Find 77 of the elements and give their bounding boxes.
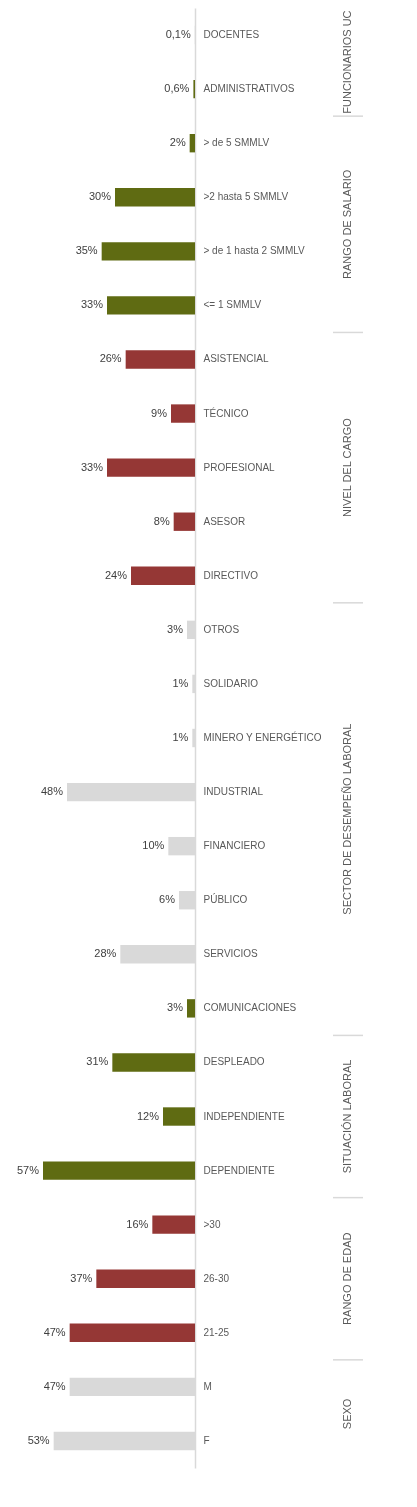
- bar: [173, 512, 195, 531]
- y-tick-label: INDUSTRIAL: [203, 786, 264, 798]
- data-label: 26%: [99, 352, 122, 365]
- data-label: 57%: [16, 1163, 40, 1176]
- data-label: 28%: [94, 947, 117, 960]
- y-tick-label: 21-25: [203, 1326, 230, 1338]
- y-tick-label: COMUNICACIONES: [203, 1002, 297, 1014]
- bar: [96, 1269, 195, 1288]
- data-label: 9%: [151, 406, 168, 419]
- y-tick-label: INDEPENDIENTE: [203, 1110, 285, 1122]
- y-tick-label: M: [203, 1380, 212, 1392]
- y-tick-label: ADMINISTRATIVOS: [203, 83, 295, 95]
- y-tick-label: F: [203, 1434, 210, 1446]
- y-tick-label: 26-30: [203, 1272, 230, 1284]
- bar: [112, 1053, 195, 1072]
- data-label: 1%: [172, 731, 189, 743]
- data-label: 12%: [136, 1109, 160, 1122]
- y-tick-label: ASISTENCIAL: [203, 353, 269, 365]
- bar: [125, 350, 195, 369]
- data-label: 2%: [169, 136, 186, 149]
- y-tick-label: <= 1 SMMLV: [203, 299, 262, 311]
- y-tick-label: DIRECTIVO: [203, 569, 259, 581]
- data-label: 0,6%: [164, 82, 190, 95]
- bar: [152, 1215, 195, 1234]
- data-label: 47%: [43, 1325, 66, 1338]
- data-label: 33%: [80, 298, 104, 311]
- y-tick-label: OTROS: [203, 623, 240, 635]
- y-tick-label: >2 hasta 5 SMMLV: [203, 191, 289, 203]
- data-label: 16%: [126, 1217, 149, 1230]
- data-label: 37%: [70, 1271, 93, 1284]
- data-label: 24%: [104, 568, 128, 581]
- data-label: 33%: [80, 460, 104, 473]
- text: NIVEL DEL CARGO: [341, 417, 353, 518]
- data-label: 3%: [167, 1001, 184, 1014]
- y-tick-label: DOCENTES: [203, 29, 260, 41]
- y-tick-label: ASESOR: [203, 515, 246, 527]
- data-label: 53%: [27, 1433, 50, 1446]
- bar: [107, 458, 195, 477]
- text: RANGO DE SALARIO: [341, 169, 353, 280]
- bar: [163, 1107, 195, 1126]
- y-tick-label: TÉCNICO: [203, 406, 249, 419]
- y-tick-label: > de 1 hasta 2 SMMLV: [203, 245, 306, 257]
- bar: [187, 999, 195, 1018]
- y-tick-label: DESPLEADO: [203, 1056, 265, 1068]
- bar: [43, 1161, 195, 1180]
- bar: [101, 242, 195, 261]
- data-label: 47%: [43, 1379, 66, 1392]
- y-tick-label: DEPENDIENTE: [203, 1164, 275, 1176]
- y-tick-label: FINANCIERO: [203, 840, 266, 852]
- data-label: 0,1%: [165, 28, 191, 41]
- bar: [131, 566, 195, 585]
- bar: [107, 296, 195, 315]
- bar: [69, 1323, 195, 1343]
- bar: [115, 188, 195, 207]
- text: SECTOR DE DESEMPEÑO LABORAL: [341, 723, 353, 915]
- y-tick-label: PÚBLICO: [203, 893, 248, 906]
- text: RANGO DE EDAD: [341, 1232, 353, 1325]
- y-tick-label: SERVICIOS: [203, 948, 259, 960]
- data-label: 1%: [172, 676, 189, 689]
- text: FUNCIONARIOS UC: [341, 10, 353, 114]
- data-label: 8%: [153, 514, 170, 527]
- data-label: 3%: [167, 622, 184, 635]
- bar: [189, 133, 195, 153]
- bar: [171, 404, 195, 423]
- data-label: 31%: [86, 1055, 109, 1068]
- data-label: 48%: [40, 785, 64, 798]
- y-tick-label: MINERO Y ENERGÉTICO: [203, 731, 322, 743]
- text: SITUACIÓN LABORAL: [341, 1059, 353, 1174]
- y-tick-label: SOLIDARIO: [203, 677, 259, 689]
- text: SEXO: [341, 1398, 353, 1430]
- data-label: 6%: [159, 893, 176, 906]
- y-tick-label: >30: [203, 1218, 221, 1230]
- data-label: 30%: [88, 190, 112, 203]
- y-tick-label: > de 5 SMMLV: [203, 137, 270, 149]
- data-label: 10%: [142, 839, 165, 852]
- data-label: 35%: [75, 244, 98, 257]
- y-tick-label: PROFESIONAL: [203, 461, 276, 473]
